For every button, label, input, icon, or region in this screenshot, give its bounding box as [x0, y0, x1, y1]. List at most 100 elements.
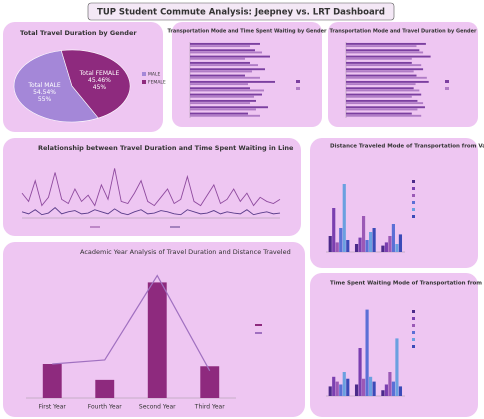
bar	[346, 68, 424, 71]
legend-swatch	[412, 310, 415, 313]
bar	[346, 49, 420, 52]
bar	[190, 102, 250, 105]
bar	[346, 95, 412, 98]
bar	[339, 228, 343, 252]
legend-swatch	[412, 194, 415, 197]
bar	[147, 282, 167, 398]
bar	[346, 70, 414, 73]
bar	[332, 208, 336, 252]
bar	[358, 348, 362, 396]
bar	[190, 112, 248, 115]
dashboard-title: TUP Student Commute Analysis: Jeepney vs…	[97, 8, 385, 18]
legend-swatch	[445, 80, 449, 83]
legend-swatch	[412, 345, 415, 348]
bar	[358, 237, 362, 252]
bar	[190, 49, 255, 52]
bar	[346, 106, 425, 109]
bar	[190, 57, 245, 60]
bar	[391, 224, 395, 252]
bar	[346, 114, 422, 117]
legend-swatch	[412, 201, 415, 204]
bar	[190, 64, 258, 67]
bar	[346, 87, 414, 90]
bar	[190, 108, 256, 111]
bar	[346, 93, 422, 96]
bar	[346, 240, 350, 252]
pie-slice	[60, 49, 131, 119]
bar	[346, 57, 412, 60]
bar	[346, 61, 412, 64]
chart-title: Relationship between Travel Duration and…	[38, 144, 294, 152]
bar	[372, 381, 376, 396]
bar	[190, 89, 264, 92]
legend-swatch	[445, 87, 449, 90]
legend-swatch	[412, 180, 415, 183]
legend-swatch	[296, 87, 300, 90]
bar	[346, 108, 418, 111]
pie-slice	[13, 50, 99, 123]
bar	[190, 74, 245, 77]
legend-swatch	[142, 80, 146, 84]
data-label: Total FEMALE 45.46% 45%	[79, 70, 120, 91]
bar	[346, 76, 427, 79]
bar	[342, 372, 346, 396]
bar	[346, 99, 418, 102]
bar	[332, 376, 336, 396]
legend-swatch	[412, 324, 415, 327]
bar	[190, 42, 260, 45]
bar	[381, 245, 385, 252]
bar	[354, 244, 359, 252]
legend-swatch	[142, 72, 146, 76]
bar	[346, 83, 416, 86]
panels	[3, 22, 478, 417]
bar	[190, 83, 248, 86]
bar	[200, 366, 220, 398]
bar	[190, 80, 275, 83]
bar	[372, 228, 376, 252]
legend-swatch	[412, 208, 415, 211]
x-tick-label: Second Year	[139, 404, 176, 411]
chart-title: Time Spent Waiting Mode of Transportatio…	[330, 281, 484, 287]
legend-label: FEMALE	[148, 80, 166, 86]
bar	[361, 378, 366, 396]
bar	[42, 364, 62, 398]
bar	[190, 45, 250, 48]
chart-title: Total Travel Duration by Gender	[20, 29, 137, 37]
bar	[190, 95, 254, 98]
chart-title: Academic Year Analysis of Travel Duratio…	[80, 248, 291, 256]
bar	[190, 76, 260, 79]
line	[21, 168, 281, 207]
bar	[342, 184, 346, 252]
line	[52, 274, 211, 372]
bar	[190, 87, 250, 90]
bar	[328, 386, 332, 396]
bar	[391, 381, 395, 396]
bar	[365, 240, 369, 252]
legend-swatch	[412, 331, 415, 334]
bar	[190, 106, 268, 109]
bar	[384, 384, 388, 396]
bar	[346, 64, 422, 67]
line	[21, 207, 281, 216]
bar	[398, 234, 403, 252]
bar	[335, 242, 339, 252]
legend-swatch	[412, 187, 415, 190]
data-label: Total MALE 54.54% 55%	[27, 81, 61, 102]
bar	[384, 242, 388, 252]
bar	[346, 89, 420, 92]
bar	[95, 379, 115, 398]
chart-title: Transportation Mode and Travel Duration …	[330, 29, 477, 35]
x-tick-label: Third Year	[194, 404, 225, 411]
legend-swatch	[412, 317, 415, 320]
bar	[354, 384, 359, 396]
bar	[346, 378, 350, 396]
bar	[190, 61, 250, 64]
bar	[346, 112, 412, 115]
bar	[395, 338, 399, 396]
bar	[346, 80, 429, 83]
bar	[381, 390, 385, 396]
bar	[335, 381, 339, 396]
bar	[346, 102, 424, 105]
legend-swatch	[296, 80, 300, 83]
